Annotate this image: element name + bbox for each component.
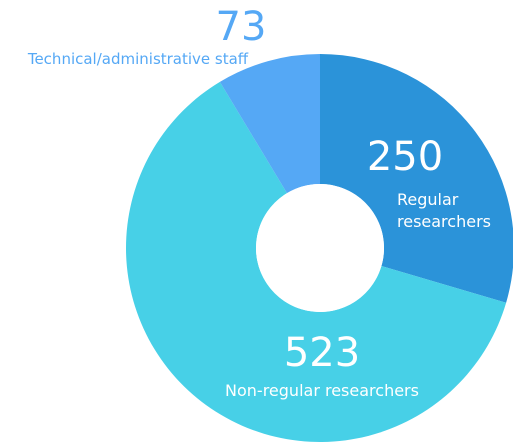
slices-group: [125, 54, 513, 443]
slice-label-non-regular-researchers: Non-regular researchers: [225, 381, 419, 400]
slice-technical-administrative-staff: [219, 54, 320, 194]
slice-label-regular-researchers-line2: researchers: [397, 212, 491, 231]
slice-value-technical-administrative-staff: 73: [216, 4, 267, 50]
slice-label-regular-researchers-line1: Regular: [397, 190, 459, 209]
slice-regular-researchers: [320, 54, 513, 303]
slice-value-non-regular-researchers: 523: [284, 330, 360, 376]
slice-non-regular-researchers: [125, 81, 507, 443]
donut-hole: [256, 184, 384, 312]
slice-value-regular-researchers: 250: [367, 134, 443, 180]
slice-label-technical-administrative-staff: Technical/administrative staff: [27, 50, 249, 68]
